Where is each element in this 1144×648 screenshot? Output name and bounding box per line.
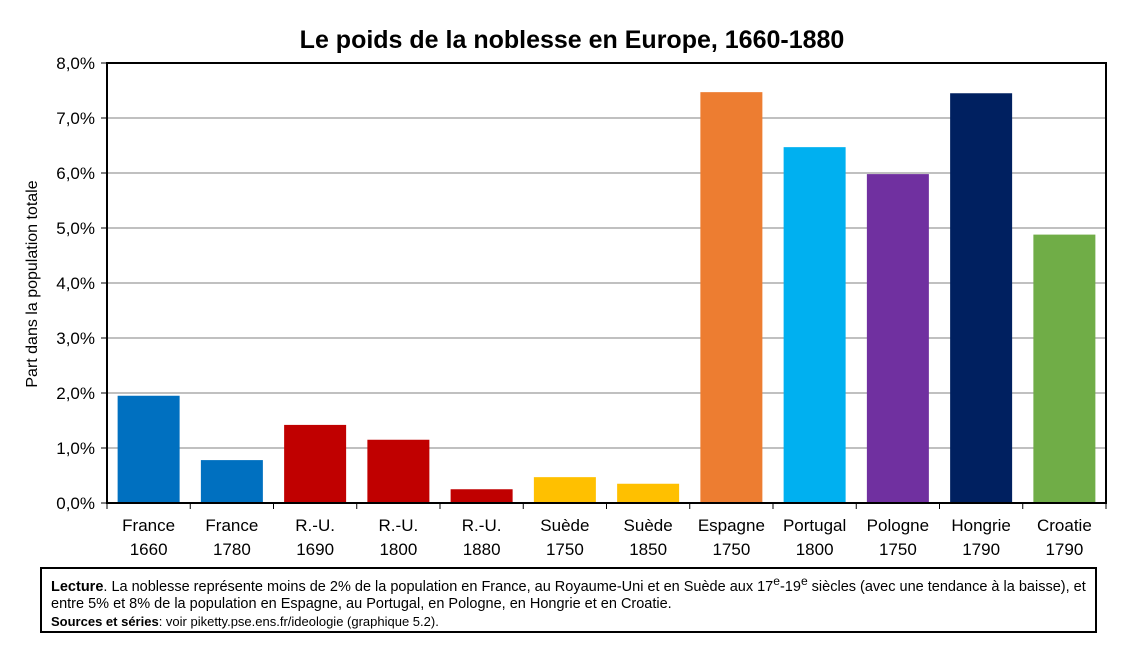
x-tick-label: R.-U.	[462, 516, 502, 535]
bar	[950, 93, 1013, 503]
bar	[450, 489, 513, 503]
y-tick-label: 1,0%	[56, 439, 95, 458]
bar	[533, 477, 596, 503]
bars	[117, 92, 1096, 504]
x-tick-label: 1790	[1045, 540, 1083, 559]
bar	[617, 483, 680, 503]
bar	[367, 439, 430, 503]
bar	[866, 174, 929, 503]
x-tick-label: Croatie	[1037, 516, 1092, 535]
sources-label: Sources et séries	[51, 613, 159, 629]
lecture-text: Lecture. La noblesse représente moins de…	[51, 573, 1086, 613]
y-tick-label: 8,0%	[56, 54, 95, 73]
y-tick-label: 4,0%	[56, 274, 95, 293]
bar	[284, 424, 347, 503]
x-tick-label: Espagne	[698, 516, 765, 535]
y-tick-labels: 0,0% 1,0% 2,0% 3,0% 4,0% 5,0% 6,0% 7,0% 8,0%	[56, 54, 95, 513]
century-range: -19	[779, 578, 801, 595]
x-tick-label: Pologne	[867, 516, 929, 535]
bar-chart: 0,0% 1,0% 2,0% 3,0% 4,0% 5,0% 6,0% 7,0% 8,0% Fra…	[24, 54, 1107, 559]
reading-note: Lecture. La noblesse représente moins de…	[40, 567, 1097, 633]
x-tick-label: 1880	[463, 540, 501, 559]
y-tick-label: 3,0%	[56, 329, 95, 348]
chart-title: Le poids de la noblesse en Europe, 1660-…	[299, 26, 845, 54]
plot-frame	[106, 62, 1107, 504]
x-tick-labels: France 1660 France 1780 R.-U. 1690 R.-U. 1800 R.…	[122, 516, 1092, 559]
superscript-e: e	[800, 574, 808, 588]
lecture-body: . La noblesse représente moins de 2% de …	[103, 578, 774, 595]
gridlines	[107, 117, 1106, 449]
sources-body: : voir piketty.pse.ens.fr/ideologie (gra…	[158, 613, 439, 629]
y-tick-label: 6,0%	[56, 164, 95, 183]
x-tick-label: Portugal	[783, 516, 846, 535]
x-tick-label: 1850	[629, 540, 667, 559]
x-tick-label: 1800	[796, 540, 834, 559]
x-tick-label: R.-U.	[379, 516, 419, 535]
lecture-body-tail: siècles (avec une tendance à la baisse),…	[51, 578, 1086, 612]
x-tick-label: Hongrie	[951, 516, 1011, 535]
y-tick-label: 5,0%	[56, 219, 95, 238]
x-tick-label: 1660	[130, 540, 168, 559]
y-tick-label: 7,0%	[56, 109, 95, 128]
sources-text: Sources et séries: voir piketty.pse.ens.…	[51, 613, 1086, 630]
x-tick-label: 1780	[213, 540, 251, 559]
x-tick-label: Suède	[624, 516, 673, 535]
bar	[117, 395, 180, 503]
y-tick-label: 0,0%	[56, 494, 95, 513]
x-tick-label: 1690	[296, 540, 334, 559]
superscript-e: e	[773, 574, 780, 588]
bar	[200, 460, 263, 503]
x-tick-label: 1750	[546, 540, 584, 559]
x-tick-label: France	[205, 516, 258, 535]
lecture-label: Lecture	[51, 578, 104, 595]
x-tick-label: R.-U.	[295, 516, 335, 535]
x-tick-label: 1750	[879, 540, 917, 559]
x-tick-label: 1800	[379, 540, 417, 559]
x-tick-label: France	[122, 516, 175, 535]
axes	[101, 62, 1107, 509]
x-tick-label: 1790	[962, 540, 1000, 559]
bar	[700, 92, 763, 504]
x-tick-label: Suède	[540, 516, 589, 535]
y-axis-label: Part dans la population totale	[24, 180, 41, 387]
y-tick-label: 2,0%	[56, 384, 95, 403]
bar	[783, 147, 846, 503]
bar	[1033, 234, 1096, 503]
x-tick-label: 1750	[712, 540, 750, 559]
